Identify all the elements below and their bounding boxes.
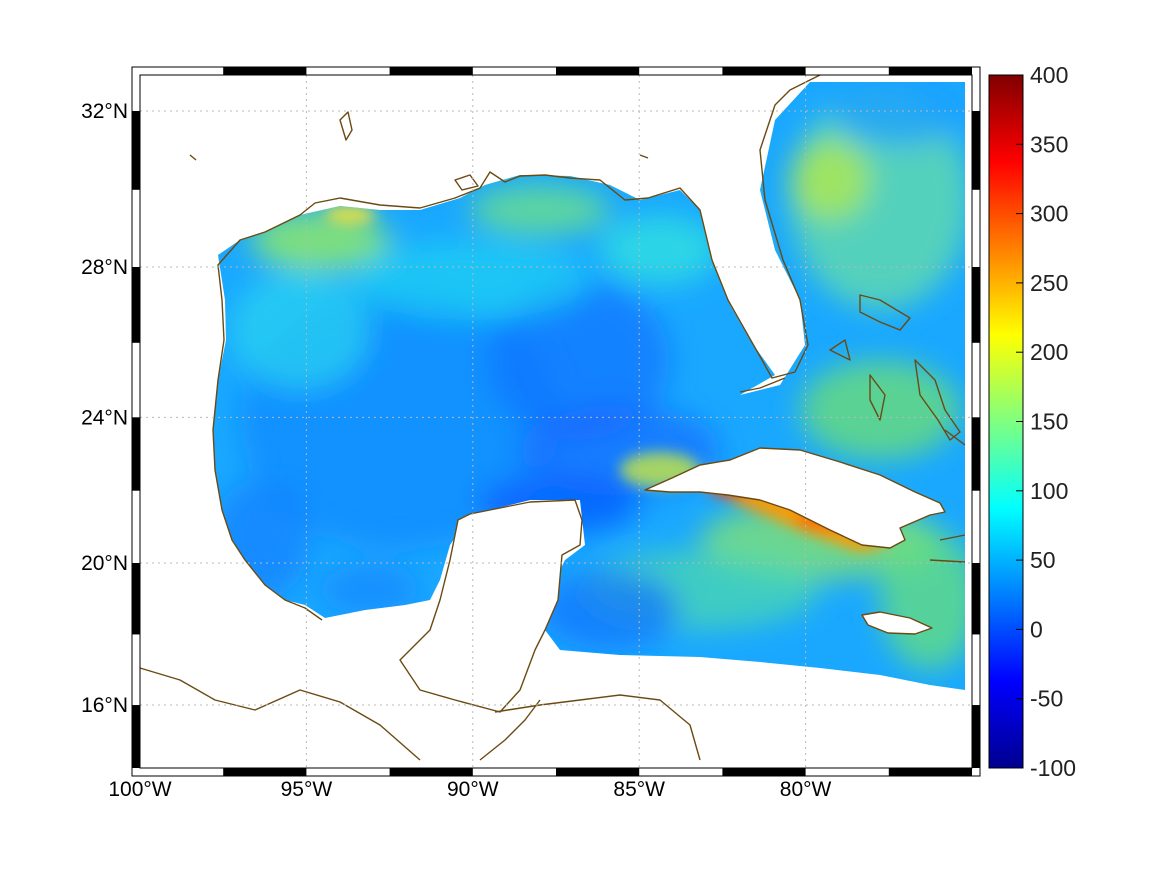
- lat-tick-label: 32°N: [81, 100, 128, 123]
- longitude-labels: 100°W 95°W 90°W 85°W 80°W: [108, 778, 831, 801]
- colorbar-tick-label: 0: [1030, 616, 1043, 642]
- data-field: [213, 82, 965, 690]
- frame-segment-top: [556, 67, 640, 75]
- frame-segment-bottom: [556, 768, 640, 776]
- frame-segment-left: [132, 111, 140, 190]
- gulf-coastline: [139, 74, 821, 761]
- map-frame: [131, 66, 981, 777]
- hispaniola-coastline: [929, 429, 966, 563]
- colorbar-tick-labels: 400 350 300 250 200 150 100 50 0 -50 -100: [1016, 62, 1076, 781]
- colorbar-tick-label: 400: [1030, 62, 1068, 88]
- frame-segment-top: [722, 67, 806, 75]
- lat-tick-label: 28°N: [81, 256, 128, 279]
- frame-segment-bottom: [223, 768, 307, 776]
- cuba-landmass: [644, 447, 946, 549]
- frame-segment-left: [132, 705, 140, 768]
- coastlines: [139, 74, 966, 761]
- latitude-labels: 16°N 20°N 24°N 28°N 32°N: [81, 100, 128, 717]
- colorbar: 400 350 300 250 200 150 100 50 0 -50 -100: [988, 62, 1076, 781]
- bahamas-coastline: [829, 294, 961, 441]
- frame-segment-top: [389, 67, 473, 75]
- lon-tick-label: 95°W: [281, 778, 333, 801]
- colorbar-tick-label: -100: [1030, 755, 1076, 781]
- frame-segment-left: [132, 267, 140, 343]
- frame-segment-right: [972, 267, 980, 343]
- frame-segment-right: [972, 563, 980, 635]
- colorbar-tick-label: 300: [1030, 201, 1068, 227]
- frame-segment-right: [972, 705, 980, 768]
- frame-segment-bottom: [389, 768, 473, 776]
- frame-segment-right: [972, 417, 980, 491]
- frame-segment-right: [972, 111, 980, 190]
- colorbar-tick-label: 350: [1030, 131, 1068, 157]
- lon-tick-label: 90°W: [447, 778, 499, 801]
- lat-tick-label: 24°N: [81, 406, 128, 429]
- louisiana-islands: [189, 111, 649, 191]
- lat-tick-label: 16°N: [81, 694, 128, 717]
- colorbar-tick-label: -50: [1030, 686, 1063, 712]
- florida-keys-coastline: [739, 377, 786, 393]
- graticule-grid: [140, 75, 972, 768]
- frame-segment-left: [132, 563, 140, 635]
- central-america-coastline: [479, 694, 701, 761]
- land-masses: [399, 447, 946, 713]
- lon-tick-label: 85°W: [613, 778, 665, 801]
- colorbar-tick-label: 100: [1030, 478, 1068, 504]
- jamaica-landmass: [861, 611, 933, 635]
- colorbar-tick-label: 150: [1030, 409, 1068, 435]
- lon-tick-label: 100°W: [108, 778, 171, 801]
- frame-segment-bottom: [888, 768, 972, 776]
- lat-tick-label: 20°N: [81, 552, 128, 575]
- lon-tick-label: 80°W: [780, 778, 832, 801]
- frame-segment-top: [223, 67, 307, 75]
- colorbar-tick-label: 200: [1030, 339, 1068, 365]
- frame-segment-top: [888, 67, 972, 75]
- colorbar-tick-label: 250: [1030, 270, 1068, 296]
- frame-segment-bottom: [722, 768, 806, 776]
- frame-segment-left: [132, 417, 140, 491]
- yucatan-landmass: [399, 499, 583, 713]
- colorbar-tick-label: 50: [1030, 547, 1056, 573]
